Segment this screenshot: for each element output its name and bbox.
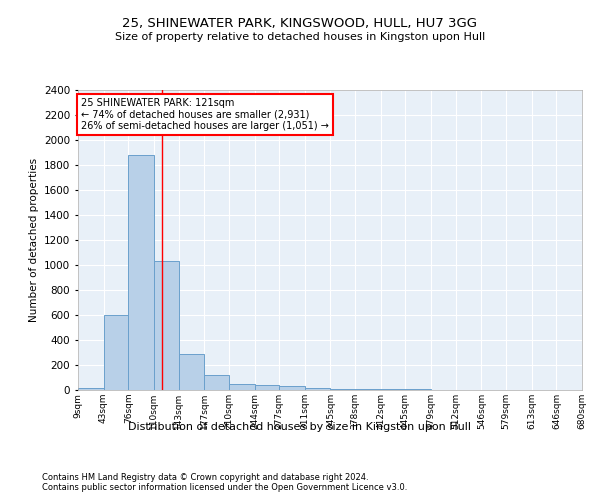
Text: 25 SHINEWATER PARK: 121sqm
← 74% of detached houses are smaller (2,931)
26% of s: 25 SHINEWATER PARK: 121sqm ← 74% of deta… xyxy=(81,98,329,130)
Text: Distribution of detached houses by size in Kingston upon Hull: Distribution of detached houses by size … xyxy=(128,422,472,432)
Text: Contains public sector information licensed under the Open Government Licence v3: Contains public sector information licen… xyxy=(42,484,407,492)
Bar xyxy=(154,261,179,390)
Bar xyxy=(128,155,154,390)
Y-axis label: Number of detached properties: Number of detached properties xyxy=(29,158,38,322)
Text: 25, SHINEWATER PARK, KINGSWOOD, HULL, HU7 3GG: 25, SHINEWATER PARK, KINGSWOOD, HULL, HU… xyxy=(122,18,478,30)
Bar xyxy=(179,354,204,390)
Bar xyxy=(229,384,254,390)
Bar xyxy=(104,315,128,390)
Bar xyxy=(204,375,229,390)
Text: Contains HM Land Registry data © Crown copyright and database right 2024.: Contains HM Land Registry data © Crown c… xyxy=(42,472,368,482)
Bar xyxy=(305,388,331,390)
Bar xyxy=(279,386,305,390)
Bar xyxy=(78,388,104,390)
Bar xyxy=(254,385,279,390)
Text: Size of property relative to detached houses in Kingston upon Hull: Size of property relative to detached ho… xyxy=(115,32,485,42)
